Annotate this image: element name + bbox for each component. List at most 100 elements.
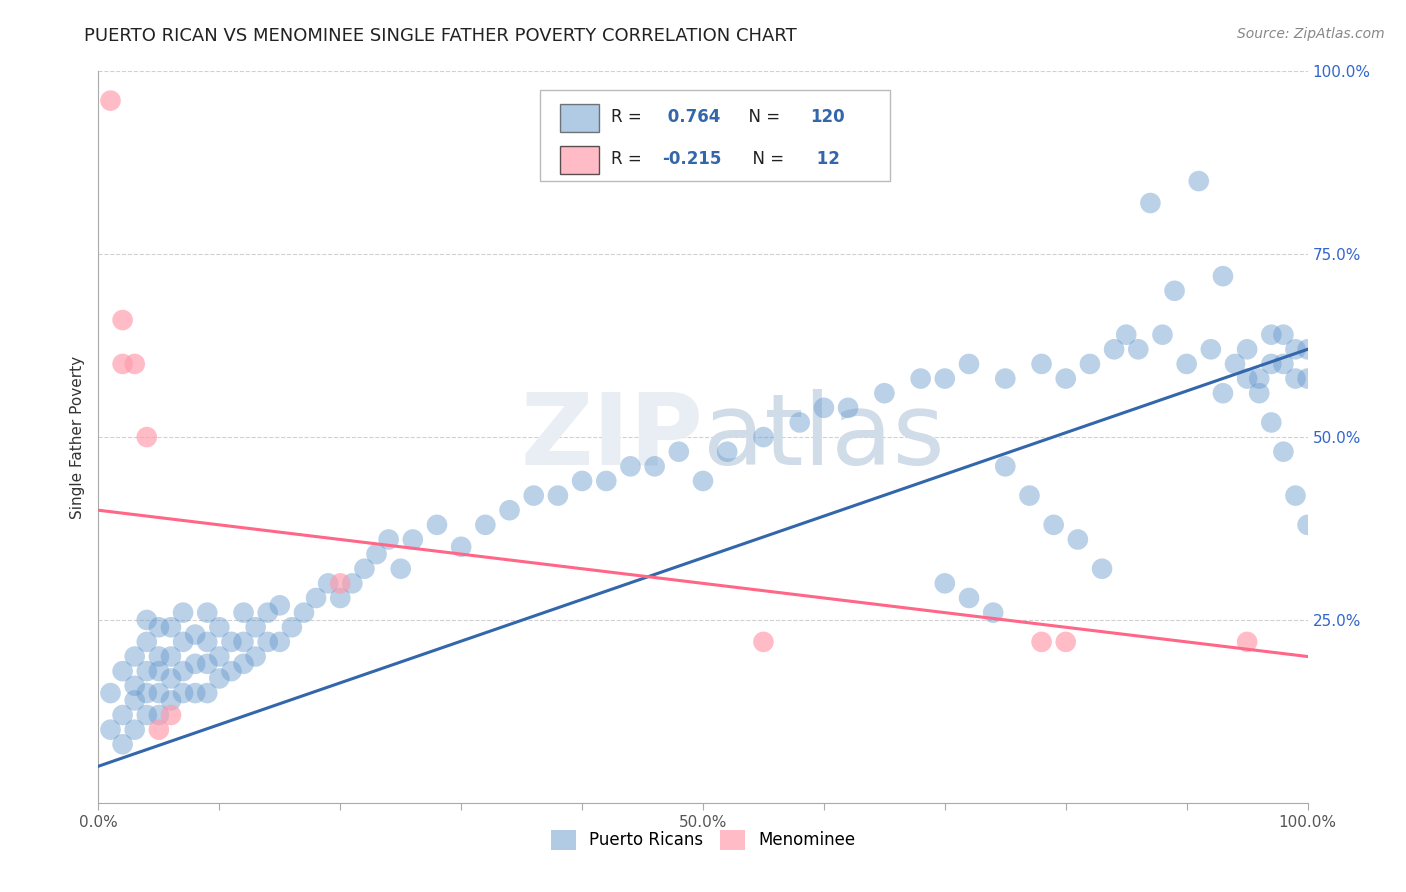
- Point: [305, 591, 328, 605]
- Point: [873, 386, 896, 401]
- Point: [523, 489, 546, 503]
- Point: [135, 708, 157, 723]
- Point: [172, 664, 194, 678]
- Point: [316, 576, 339, 591]
- Point: [195, 657, 218, 671]
- Point: [232, 606, 254, 620]
- Point: [160, 620, 183, 634]
- Point: [547, 489, 569, 503]
- Point: [1031, 357, 1053, 371]
- Point: [111, 313, 134, 327]
- Text: ZIP: ZIP: [520, 389, 703, 485]
- Point: [1272, 327, 1295, 342]
- Point: [256, 635, 278, 649]
- Point: [1296, 343, 1319, 357]
- Legend: Puerto Ricans, Menominee: Puerto Ricans, Menominee: [544, 823, 862, 856]
- Point: [474, 517, 496, 532]
- Point: [232, 635, 254, 649]
- Point: [124, 679, 146, 693]
- Point: [160, 708, 183, 723]
- Point: [148, 620, 170, 634]
- Point: [752, 430, 775, 444]
- Point: [111, 357, 134, 371]
- Point: [329, 576, 352, 591]
- Point: [172, 635, 194, 649]
- Point: [148, 708, 170, 723]
- Point: [1272, 357, 1295, 371]
- Point: [184, 657, 207, 671]
- Point: [1272, 444, 1295, 458]
- Text: N =: N =: [742, 150, 789, 168]
- Text: -0.215: -0.215: [662, 150, 721, 168]
- Y-axis label: Single Father Poverty: Single Father Poverty: [69, 356, 84, 518]
- Point: [1054, 371, 1077, 385]
- Point: [1054, 635, 1077, 649]
- Point: [148, 649, 170, 664]
- Point: [644, 459, 666, 474]
- Point: [426, 517, 449, 532]
- Point: [195, 686, 218, 700]
- Point: [1284, 371, 1306, 385]
- Point: [377, 533, 399, 547]
- Point: [208, 672, 231, 686]
- Point: [1296, 517, 1319, 532]
- Point: [184, 686, 207, 700]
- Point: [232, 657, 254, 671]
- Point: [195, 635, 218, 649]
- Point: [160, 693, 183, 707]
- Point: [402, 533, 425, 547]
- Point: [1042, 517, 1064, 532]
- Point: [366, 547, 388, 561]
- Point: [389, 562, 412, 576]
- Point: [1236, 343, 1258, 357]
- Point: [1284, 489, 1306, 503]
- Point: [160, 672, 183, 686]
- Point: [450, 540, 472, 554]
- Point: [994, 459, 1017, 474]
- Point: [910, 371, 932, 385]
- Point: [208, 620, 231, 634]
- Point: [1249, 386, 1271, 401]
- Point: [172, 606, 194, 620]
- Point: [1188, 174, 1211, 188]
- Point: [934, 576, 956, 591]
- Point: [1067, 533, 1090, 547]
- Point: [256, 606, 278, 620]
- Point: [595, 474, 617, 488]
- Point: [135, 613, 157, 627]
- Point: [1018, 489, 1040, 503]
- Point: [221, 664, 243, 678]
- Text: 0.764: 0.764: [662, 108, 720, 126]
- Text: R =: R =: [612, 150, 647, 168]
- Point: [692, 474, 714, 488]
- Point: [957, 591, 980, 605]
- Point: [1296, 371, 1319, 385]
- Point: [135, 664, 157, 678]
- FancyBboxPatch shape: [561, 103, 599, 132]
- Point: [342, 576, 364, 591]
- Point: [184, 627, 207, 641]
- Point: [160, 649, 183, 664]
- Text: 120: 120: [811, 108, 845, 126]
- Point: [789, 416, 811, 430]
- Point: [245, 649, 267, 664]
- Point: [668, 444, 690, 458]
- Point: [957, 357, 980, 371]
- Point: [100, 686, 122, 700]
- Point: [994, 371, 1017, 385]
- Point: [100, 723, 122, 737]
- Point: [124, 723, 146, 737]
- Point: [208, 649, 231, 664]
- Point: [269, 635, 291, 649]
- Point: [1284, 343, 1306, 357]
- Point: [1163, 284, 1185, 298]
- Point: [1260, 357, 1282, 371]
- Point: [934, 371, 956, 385]
- Point: [353, 562, 375, 576]
- Text: atlas: atlas: [703, 389, 945, 485]
- Point: [1212, 386, 1234, 401]
- Point: [124, 693, 146, 707]
- Point: [1236, 635, 1258, 649]
- Point: [111, 737, 134, 751]
- Point: [571, 474, 593, 488]
